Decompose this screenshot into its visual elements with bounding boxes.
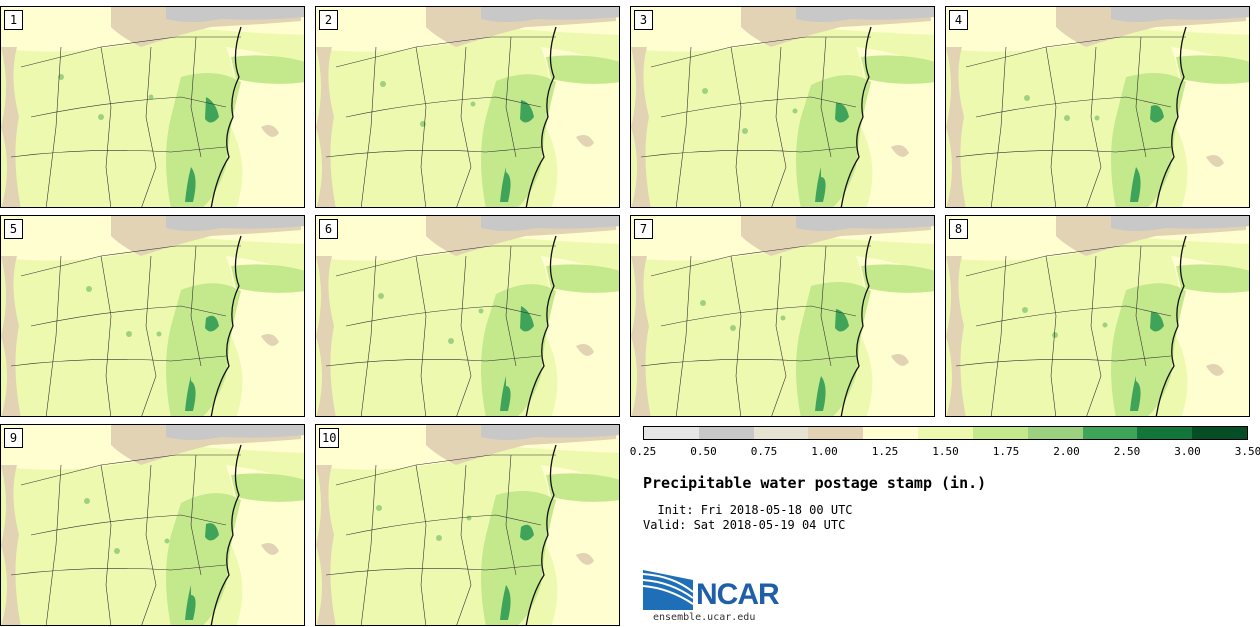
- ensemble-member-panel: 10: [315, 424, 620, 626]
- colorbar-tick-label: 1.25: [871, 445, 899, 458]
- colorbar: [643, 426, 1248, 440]
- ensemble-member-panel: 5: [0, 215, 305, 417]
- colorbar-tick-label: 0.25: [629, 445, 657, 458]
- colorbar-tick-label: 2.00: [1053, 445, 1080, 458]
- colorbar-segment: [808, 427, 864, 439]
- colorbar-segment: [644, 427, 699, 439]
- colorbar-segment: [1027, 427, 1083, 439]
- colorbar-tick-label: 2.50: [1113, 445, 1141, 458]
- colorbar-segment: [1137, 427, 1193, 439]
- figure-title: Precipitable water postage stamp (in.): [643, 474, 987, 492]
- panel-label: 6: [319, 219, 338, 239]
- ensemble-member-panel: 6: [315, 215, 620, 417]
- colorbar-tick-label: 0.50: [690, 445, 717, 458]
- colorbar-tick-label: 0.75: [750, 445, 778, 458]
- ncar-logo-icon: [643, 570, 694, 610]
- panel-label: 4: [949, 10, 968, 30]
- panel-label: 10: [319, 428, 340, 448]
- colorbar-segment: [863, 427, 919, 439]
- panel-label: 5: [4, 219, 23, 239]
- panel-label: 8: [949, 219, 968, 239]
- colorbar-tick-label: 1.50: [932, 445, 959, 458]
- ensemble-url: ensemble.ucar.edu: [653, 612, 756, 623]
- init-time: Init: Fri 2018-05-18 00 UTC: [643, 503, 853, 517]
- colorbar-tick-label: 1.75: [992, 445, 1020, 458]
- ensemble-member-panel: 7: [630, 215, 935, 417]
- colorbar-tick-label: 1.00: [811, 445, 838, 458]
- colorbar-segment: [698, 427, 754, 439]
- ensemble-member-panel: 8: [945, 215, 1250, 417]
- colorbar-segment: [1192, 427, 1247, 439]
- panel-label: 2: [319, 10, 338, 30]
- colorbar-segment: [972, 427, 1028, 439]
- ensemble-member-panel: 9: [0, 424, 305, 626]
- colorbar-tick-label: 3.50: [1234, 445, 1260, 458]
- panel-label: 3: [634, 10, 653, 30]
- panel-label: 7: [634, 219, 653, 239]
- valid-time: Valid: Sat 2018-05-19 04 UTC: [643, 518, 846, 532]
- ensemble-member-panel: 2: [315, 6, 620, 208]
- ncar-logo-text: NCAR: [696, 578, 780, 611]
- panel-label: 9: [4, 428, 23, 448]
- colorbar-segment: [753, 427, 809, 439]
- panel-label: 1: [4, 10, 23, 30]
- colorbar-segment: [1082, 427, 1138, 439]
- colorbar-segment: [918, 427, 973, 439]
- colorbar-ticks: 0.25 0.50 0.75 1.00 1.25 1.50 1.75 2.00 2.50 3.00…: [630, 445, 1260, 459]
- ensemble-member-panel: 3: [630, 6, 935, 208]
- ensemble-member-panel: 1: [0, 6, 305, 208]
- colorbar-tick-label: 3.00: [1174, 445, 1201, 458]
- ensemble-member-panel: 4: [945, 6, 1250, 208]
